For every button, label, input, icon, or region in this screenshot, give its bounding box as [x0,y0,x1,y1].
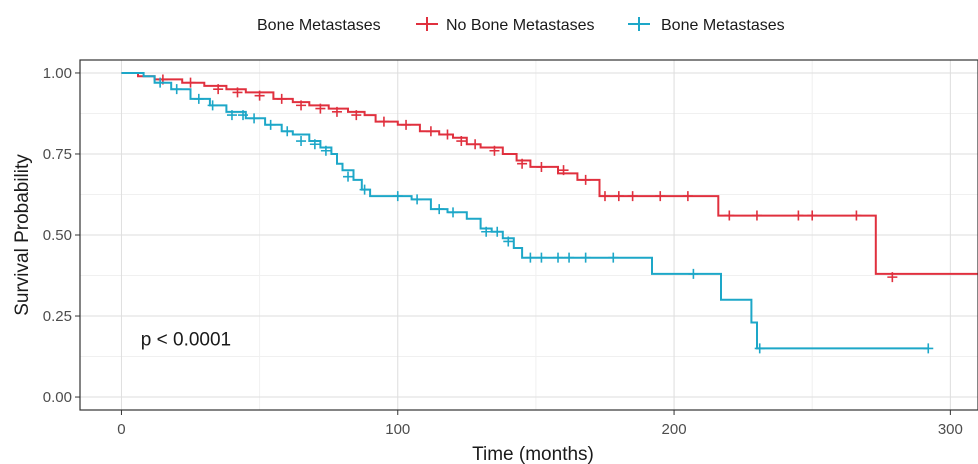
y-axis-title: Survival Probability [12,154,33,316]
censor-mark [213,84,224,95]
y-tick-label: 0.50 [43,227,72,244]
legend-key-no-bone-metastases [416,17,438,31]
survival-curve [121,72,978,275]
censor-mark [412,194,423,205]
censor-mark [434,204,445,215]
censor-mark [155,77,166,88]
censor-mark [207,100,218,111]
censor-mark [238,110,249,121]
censor-mark [688,268,699,279]
x-tick-label: 300 [938,421,963,438]
censor-mark [296,100,307,111]
censor-mark [282,126,293,137]
survival-curve [121,72,929,350]
censor-mark [851,210,862,221]
x-tick-label: 200 [662,421,687,438]
censor-mark [320,145,331,156]
censor-mark [470,139,481,150]
censor-mark [923,343,934,354]
legend-key-bone-metastases [628,17,650,31]
p-value-annotation: p < 0.0001 [141,330,231,351]
censor-mark [456,136,467,147]
censor-mark [682,191,693,202]
censor-mark [517,158,528,169]
censor-mark [655,191,666,202]
censor-mark [185,77,196,88]
x-axis-title: Time (months) [472,444,594,464]
censor-mark [492,226,503,237]
censor-mark [448,207,459,218]
legend-label-bone-metastases: Bone Metastases [661,17,785,34]
x-tick-label: 100 [385,421,410,438]
censor-mark [401,119,412,130]
censor-mark [226,110,237,121]
censor-mark [249,113,260,124]
y-tick-label: 1.00 [43,65,72,82]
y-axis: 0.00 0.25 0.50 0.75 1.00 [43,65,80,406]
y-tick-label: 0.25 [43,308,72,325]
series-no-bone-metastases [121,72,978,283]
censor-mark [351,110,362,121]
censor-mark [296,136,307,147]
y-tick-label: 0.00 [43,389,72,406]
censor-mark [564,252,575,263]
y-tick-label: 0.75 [43,146,72,163]
censor-mark [807,210,818,221]
censor-mark [613,191,624,202]
censor-mark [553,252,564,263]
censor-mark [503,236,514,247]
grid-major [80,60,978,410]
censor-mark [887,272,898,283]
censor-mark [232,87,243,98]
censor-mark [525,252,536,263]
censor-mark [793,210,804,221]
censor-mark [536,161,547,172]
censor-mark [254,90,265,101]
censor-mark [608,252,619,263]
censor-mark [751,210,762,221]
censor-mark [481,226,492,237]
censor-mark [442,129,453,140]
censor-mark [265,119,276,130]
censor-mark [378,116,389,127]
series-layer [121,72,978,354]
censor-mark [580,252,591,263]
x-tick-label: 0 [117,421,125,438]
censor-mark [425,126,436,137]
x-axis: 0 100 200 300 [117,410,963,438]
censor-mark [193,93,204,104]
censor-mark [331,106,342,117]
legend: Bone Metastases No Bone Metastases Bone … [257,17,785,34]
legend-label-no-bone-metastases: No Bone Metastases [446,17,595,34]
censor-mark [627,191,638,202]
censor-mark [315,103,326,114]
censor-mark [359,184,370,195]
censor-mark [754,343,765,354]
censor-mark [309,139,320,150]
censor-mark [724,210,735,221]
censor-mark [171,84,182,95]
censor-mark [276,93,287,104]
censor-mark [558,165,569,176]
censor-mark [392,191,403,202]
censor-mark [536,252,547,263]
legend-title: Bone Metastases [257,17,381,34]
censor-mark [580,174,591,185]
series-bone-metastases [121,72,934,354]
censor-mark [343,171,354,182]
censor-mark [599,191,610,202]
censor-mark [489,145,500,156]
